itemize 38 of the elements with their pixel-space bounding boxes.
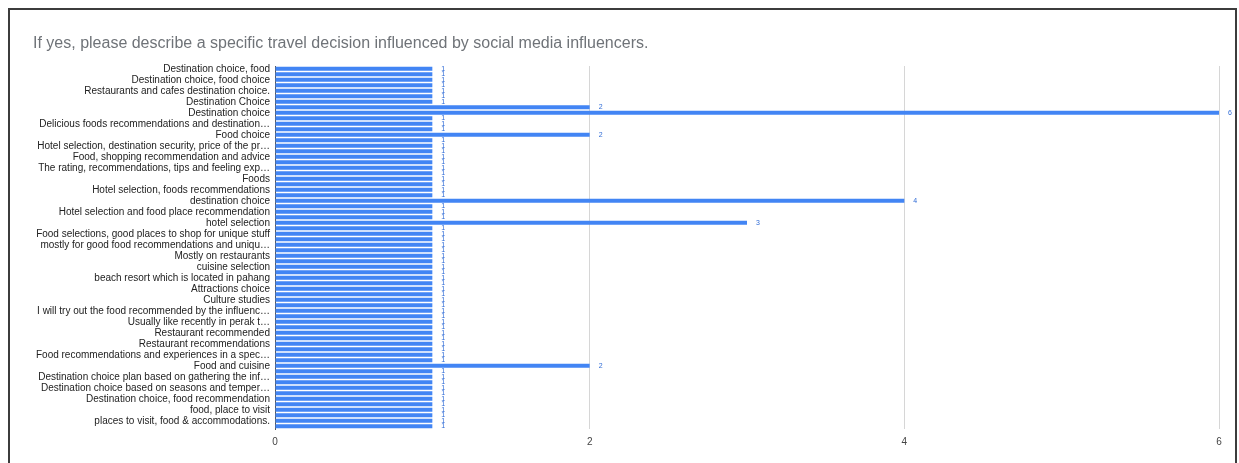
x-tick-label: 4 (901, 435, 908, 447)
y-tick-label: Food and cuisine (193, 359, 271, 371)
y-tick-label: Food recommendations and experiences in a spec… (35, 348, 270, 360)
y-tick-label: Destination choice based on seasons and temper… (40, 381, 270, 393)
y-tick-label: destination choice (189, 194, 271, 206)
y-tick-label: Destination choice, food recommendation (86, 392, 270, 404)
y-tick-label: beach resort which is located in pahang (94, 271, 270, 283)
y-tick-label: Hotel selection, destination security, price of the pr… (37, 139, 270, 151)
y-tick-label: Culture studies (203, 293, 270, 305)
y-tick-label: hotel selection (206, 216, 270, 228)
x-tick-label: 0 (272, 435, 279, 447)
y-tick-label: Foods (242, 172, 270, 184)
y-tick-label: Restaurant recommendations (138, 337, 270, 349)
y-tick-label: Food selections, good places to shop for unique stuff (36, 227, 271, 239)
y-tick-label: Destination choice plan based on gathering the inf… (38, 370, 270, 382)
y-tick-label: Food, shopping recommendation and advice (72, 150, 271, 162)
y-tick-label: Restaurants and cafes destination choice. (84, 84, 270, 96)
y-tick-label: Hotel selection and food place recommendation (58, 205, 270, 217)
y-tick-label: I will try out the food recommended by the influenc… (37, 304, 270, 316)
y-tick-label: Attractions choice (191, 282, 271, 294)
y-tick-label: Destination choice, food choice (131, 73, 271, 85)
y-tick-label: Destination choice (188, 106, 271, 118)
y-tick-label: Delicious foods recommendations and destination… (39, 117, 270, 129)
y-tick-label: Destination choice, food (163, 62, 270, 74)
y-tick-label: mostly for good food recommendations and uniqu… (40, 238, 270, 250)
y-tick-label: Mostly on restaurants (174, 249, 270, 261)
y-tick-label: The rating, recommendations, tips and feeling exp… (38, 161, 270, 173)
y-tick-label: Restaurant recommended (154, 326, 270, 338)
y-tick-label: Hotel selection, foods recommendations (92, 183, 270, 195)
y-tick-label: places to visit, food & accommodations. (94, 414, 270, 426)
chart-title: If yes, please describe a specific travel decision influenced by social media influencers. (33, 34, 649, 52)
y-tick-label: Food choice (215, 128, 271, 140)
x-tick-label: 6 (1216, 435, 1223, 447)
x-tick-label: 2 (586, 435, 593, 447)
y-tick-label: Usually like recently in perak t… (127, 315, 270, 327)
y-tick-label: cuisine selection (196, 260, 270, 272)
y-tick-label: food, place to visit (189, 403, 271, 415)
y-tick-label: Destination Choice (186, 95, 271, 107)
